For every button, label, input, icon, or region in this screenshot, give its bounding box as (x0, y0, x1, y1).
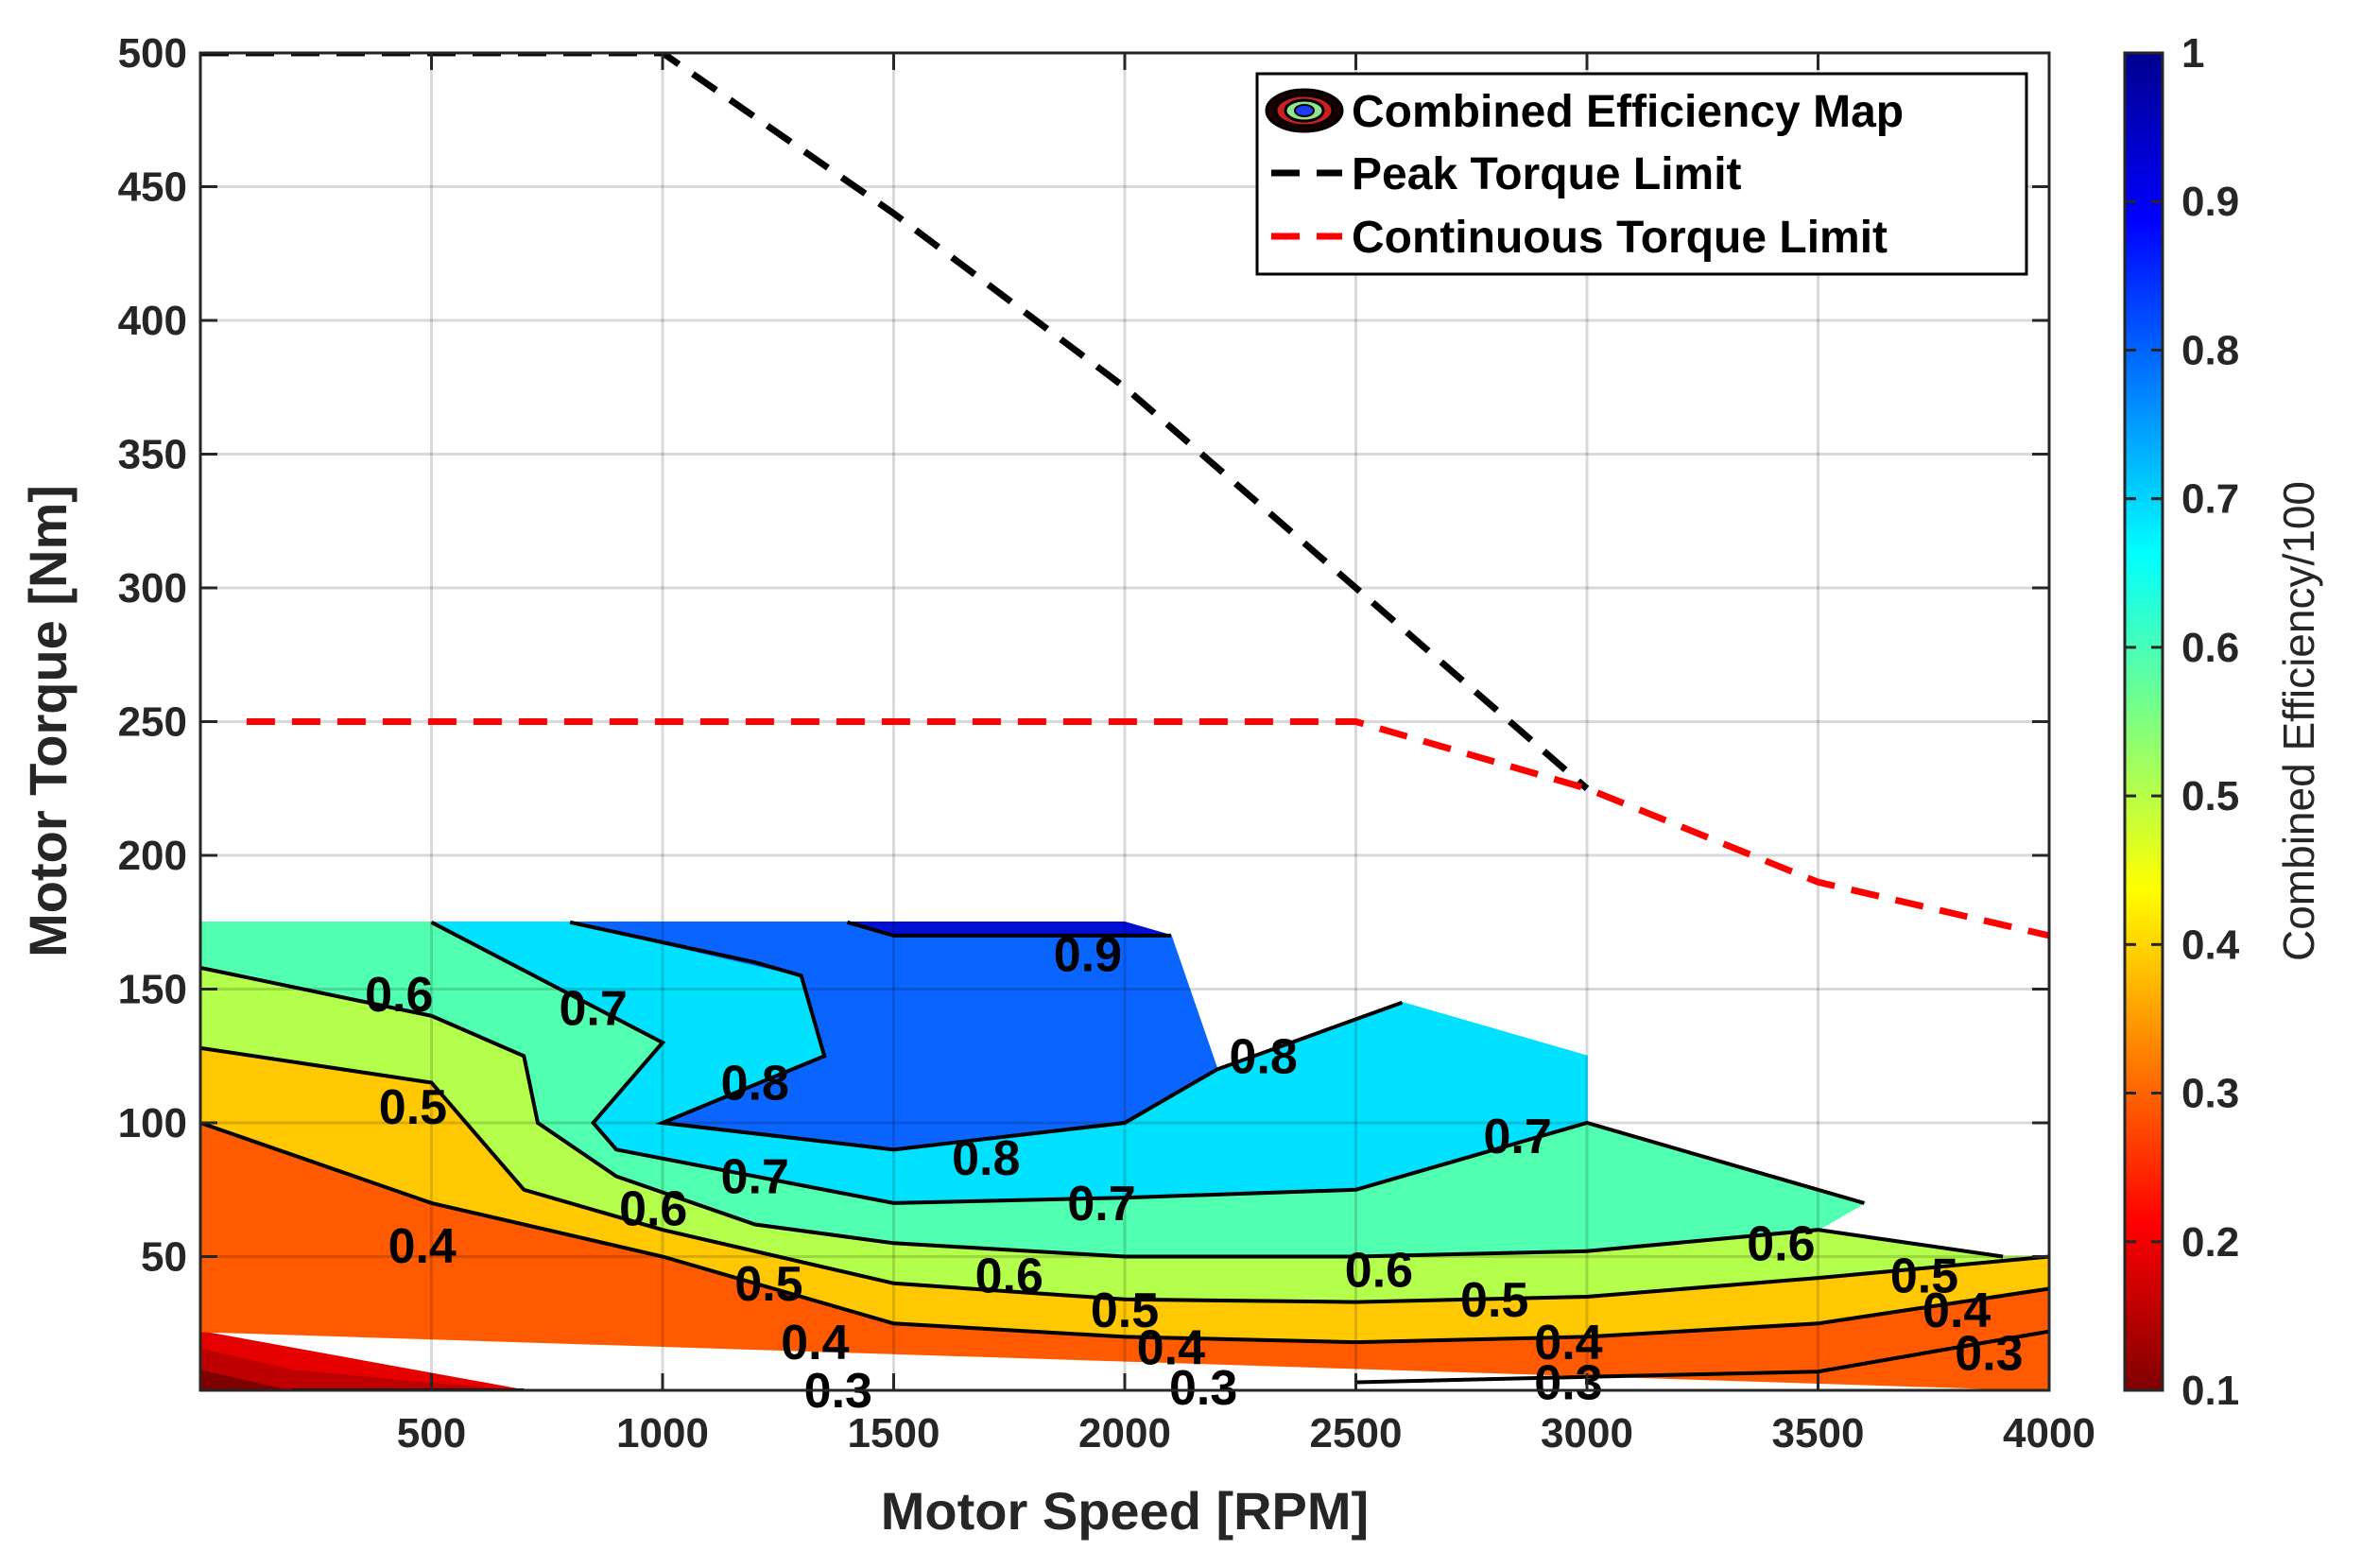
contour-label: 0.4 (388, 1219, 457, 1274)
colorbar-label: Combined Efficiency/100 (2274, 481, 2323, 961)
contour-lines (200, 920, 2049, 1390)
contour-label: 0.7 (1067, 1177, 1135, 1232)
contour-label: 0.6 (365, 968, 433, 1023)
colorbar-tick-label: 0.7 (2181, 476, 2239, 523)
contour-label: 0.5 (379, 1080, 447, 1135)
peak-torque-limit-line (200, 53, 1590, 791)
contour-line-0_9 (847, 920, 1171, 938)
contour-labels: 0.9 0.8 0.8 0.8 0.7 0.7 0.7 0.7 0.6 0.6 0.6 0.6 0.6 0… (365, 928, 2023, 1419)
contour-label: 0.5 (1091, 1284, 1159, 1338)
legend: Combined Efficiency Map Peak Torque Limi… (1255, 72, 2028, 276)
contour-label: 0.7 (560, 981, 628, 1036)
y-tick-label: 450 (118, 164, 187, 211)
torque-limit-lines (200, 53, 2049, 939)
legend-swatch-ring-4 (1294, 104, 1315, 117)
contour-label: 0.6 (975, 1249, 1043, 1303)
y-tick-label: 300 (118, 565, 187, 612)
colorbar-tick-label: 0.4 (2181, 922, 2240, 968)
y-tick-label: 500 (118, 30, 187, 77)
y-tick-label: 200 (118, 833, 187, 879)
efficiency-region-0_25 (200, 1330, 525, 1390)
contour-label: 0.4 (1534, 1316, 1602, 1370)
colorbar-gradient (2123, 51, 2164, 1392)
contour-label: 0.9 (1054, 928, 1122, 983)
contour-label: 0.8 (1230, 1029, 1298, 1084)
legend-entry-peak: Peak Torque Limit (1352, 149, 1742, 199)
y-axis-label: Motor Torque [Nm] (18, 485, 78, 957)
x-tick-label: 500 (397, 1410, 466, 1456)
colorbar-tick-label: 0.1 (2181, 1368, 2239, 1414)
contour-label: 0.4 (1922, 1284, 1991, 1338)
x-tick-label: 1000 (616, 1410, 709, 1456)
x-axis-ticks: 500 1000 1500 2000 2500 3000 3500 4000 (397, 53, 2095, 1456)
efficiency-regions (200, 922, 2049, 1390)
contour-label: 0.8 (952, 1131, 1020, 1186)
y-tick-label: 150 (118, 967, 187, 1013)
contour-label: 0.3 (1534, 1356, 1602, 1411)
contour-label: 0.7 (1484, 1110, 1552, 1164)
contour-line-0_3 (1355, 1329, 2049, 1385)
continuous-torque-limit-line (246, 718, 2049, 939)
x-axis-label: Motor Speed [RPM] (881, 1481, 1369, 1541)
contour-line-0_4 (200, 1121, 2049, 1345)
contour-label: 0.3 (1169, 1361, 1237, 1416)
contour-label: 0.4 (1137, 1321, 1205, 1376)
colorbar-tick-label: 1 (2181, 30, 2204, 77)
colorbar-ticks: 0.1 0.2 0.3 0.4 0.5 0.6 0.7 0.8 0.9 1 (2125, 30, 2240, 1414)
colorbar-tick-label: 0.9 (2181, 179, 2239, 225)
contour-line-0_5 (200, 1045, 2049, 1304)
contour-line-0_6 (200, 965, 2004, 1259)
colorbar: 0.1 0.2 0.3 0.4 0.5 0.6 0.7 0.8 0.9 1 Combined Ef… (2123, 30, 2323, 1414)
contour-label: 0.6 (1747, 1216, 1815, 1271)
contour-label: 0.5 (1890, 1249, 1958, 1303)
x-tick-label: 1500 (848, 1410, 940, 1456)
colorbar-tick-label: 0.5 (2181, 773, 2239, 819)
contour-label: 0.5 (1460, 1273, 1528, 1328)
y-axis-ticks: 50 100 150 200 250 300 350 400 450 500 (118, 30, 2049, 1281)
x-tick-label: 2000 (1078, 1410, 1171, 1456)
y-tick-label: 400 (118, 298, 187, 344)
y-tick-label: 100 (118, 1100, 187, 1146)
contour-label: 0.3 (1955, 1326, 2023, 1381)
efficiency-region-0_9 (847, 922, 1172, 937)
y-tick-label: 350 (118, 432, 187, 478)
legend-contour-swatch (1265, 88, 1344, 133)
colorbar-tick-label: 0.3 (2181, 1071, 2239, 1117)
colorbar-tick-label: 0.8 (2181, 327, 2239, 373)
x-tick-label: 3500 (1772, 1410, 1865, 1456)
x-tick-label: 4000 (2003, 1410, 2095, 1456)
y-tick-label: 250 (118, 699, 187, 746)
legend-entry-efficiency-map: Combined Efficiency Map (1352, 87, 1904, 137)
colorbar-tick-label: 0.2 (2181, 1219, 2239, 1266)
contour-label: 0.6 (619, 1182, 687, 1237)
contour-label: 0.4 (781, 1316, 849, 1370)
contour-line-0_8 (569, 920, 1404, 1152)
contour-line-0_7 (430, 921, 1865, 1205)
contour-label: 0.7 (721, 1150, 789, 1205)
x-tick-label: 3000 (1541, 1410, 1633, 1456)
contour-label: 0.5 (734, 1257, 802, 1312)
legend-box (1255, 72, 2028, 276)
contour-label: 0.6 (1345, 1244, 1413, 1299)
colorbar-tick-label: 0.6 (2181, 625, 2239, 671)
contour-label: 0.8 (721, 1057, 789, 1111)
y-tick-label: 50 (141, 1234, 187, 1281)
legend-entry-continuous: Continuous Torque Limit (1352, 213, 1888, 263)
x-tick-label: 2500 (1310, 1410, 1403, 1456)
